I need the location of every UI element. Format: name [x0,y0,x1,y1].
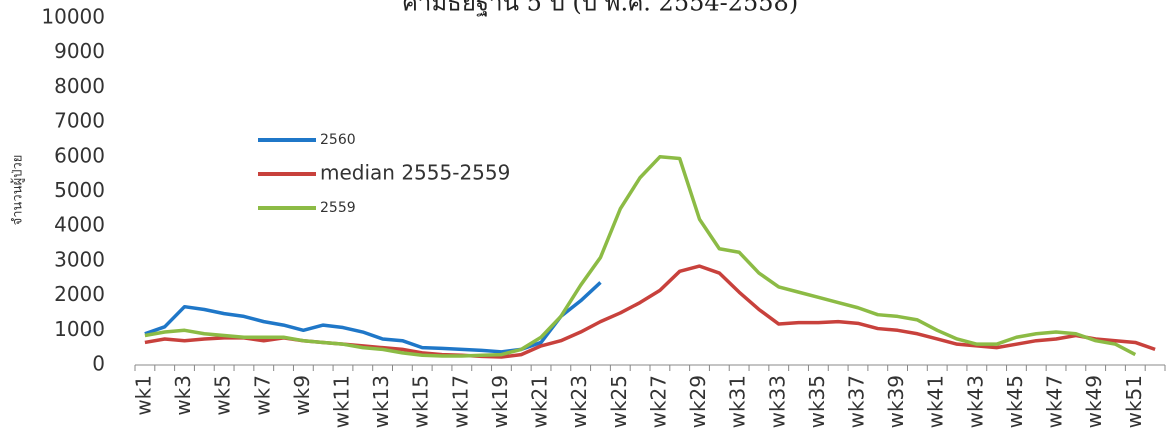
legend-label: median 2555-2559 [320,161,510,185]
y-tick-label: 4000 [54,213,105,237]
y-tick-label: 3000 [54,247,105,271]
x-tick-label: wk49 [1082,375,1106,428]
x-tick-label: wk21 [528,375,552,428]
y-tick-label: 1000 [54,317,105,341]
x-tick-label: wk37 [844,375,868,428]
x-tick-label: wk25 [607,375,631,428]
x-tick-label: wk13 [369,375,393,428]
x-tick-label: wk45 [1003,375,1027,428]
x-tick-label: wk17 [448,375,472,428]
x-tick-label: wk15 [409,375,433,428]
y-tick-label: 6000 [54,143,105,167]
y-tick-label: 7000 [54,109,105,133]
legend-label: 2559 [320,200,356,216]
x-tick-label: wk31 [726,375,750,428]
series-line [144,155,1137,358]
y-tick-label: 0 [92,352,105,376]
x-tick-label: wk29 [686,375,710,428]
y-axis-label: จำนวนผู้ป่วย [11,155,26,226]
x-tick-label: wk9 [290,375,314,416]
y-tick-label: 2000 [54,282,105,306]
x-tick-label: wk27 [646,375,670,428]
x-tick-label: wk43 [963,375,987,428]
y-tick-label: 8000 [54,74,105,98]
x-tick-label: wk3 [171,375,195,416]
x-tick-label: wk47 [1043,375,1067,428]
x-tick-label: wk23 [567,375,591,428]
x-tick-label: wk51 [1122,375,1146,428]
y-tick-label: 5000 [54,178,105,202]
x-tick-label: wk39 [884,375,908,428]
chart-title: ค่ามัธยฐาน 5 ปี (ปี พ.ศ. 2554-2558) [402,0,798,17]
x-tick-label: wk5 [211,375,235,416]
x-tick-label: wk41 [924,375,948,428]
y-tick-label: 10000 [41,5,105,29]
x-tick-label: wk35 [805,375,829,428]
legend-label: 2560 [320,132,356,148]
x-tick-label: wk7 [250,375,274,416]
x-tick-label: wk1 [131,375,155,416]
x-tick-label: wk33 [765,375,789,428]
y-tick-label: 9000 [54,39,105,63]
x-tick-label: wk19 [488,375,512,428]
x-tick-label: wk11 [329,375,353,428]
